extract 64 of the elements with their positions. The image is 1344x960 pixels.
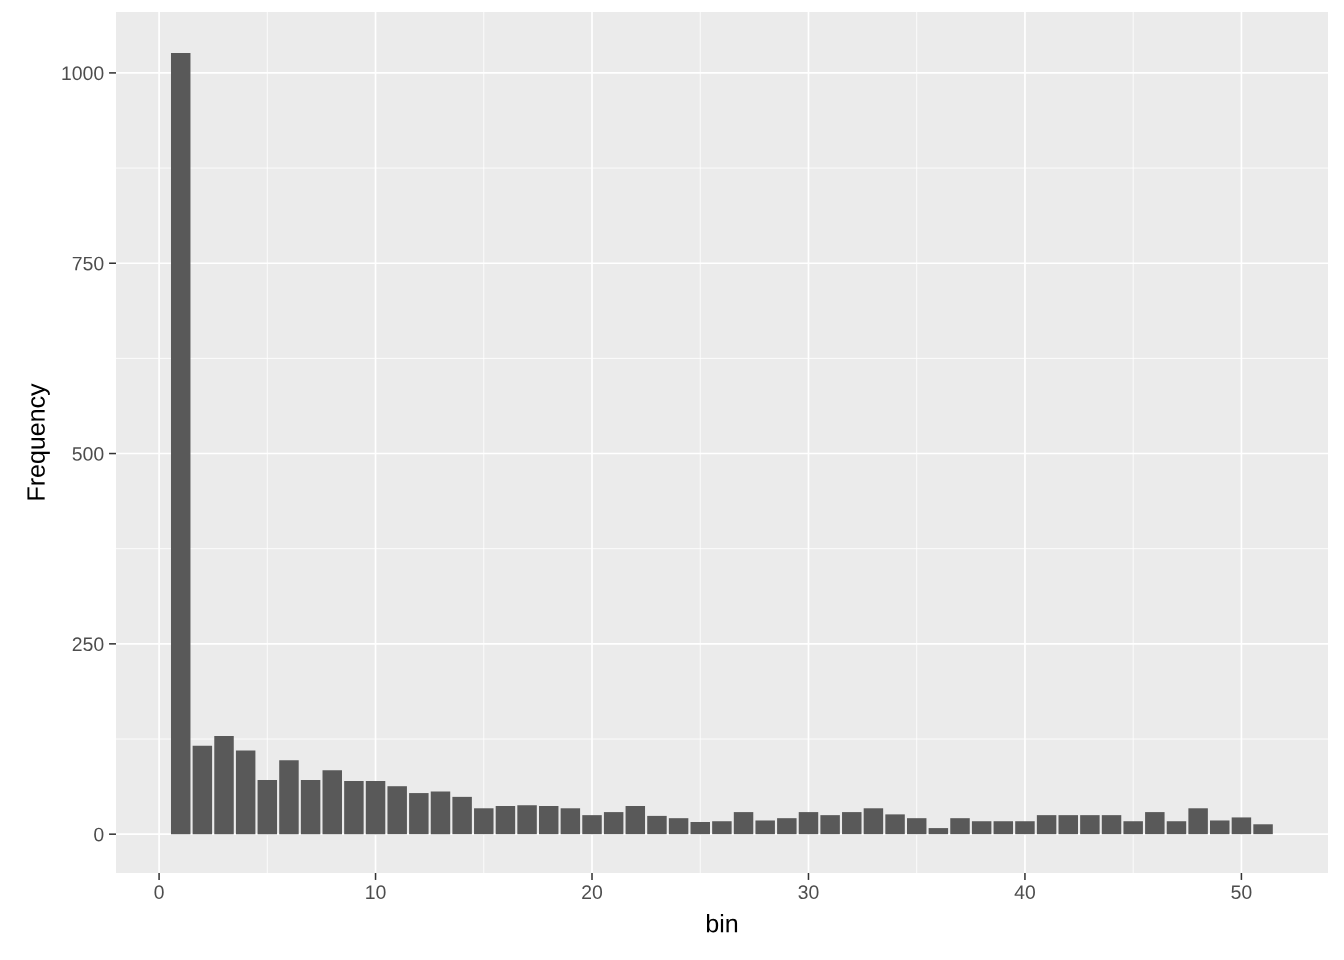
x-tick-label: 30 [798, 885, 819, 900]
bar [863, 808, 884, 835]
bar [495, 806, 516, 835]
y-axis-title: Frequency [27, 383, 50, 500]
bar [625, 806, 646, 835]
bar [820, 815, 840, 835]
bar [603, 812, 624, 835]
bar [647, 815, 667, 835]
bar [928, 828, 949, 835]
bar [170, 53, 191, 835]
bar [993, 821, 1014, 835]
bar [560, 808, 581, 835]
y-tick-label: 250 [72, 637, 104, 652]
bar [517, 805, 537, 835]
x-tick-label: 50 [1231, 885, 1252, 900]
bar [733, 812, 754, 835]
bar [690, 821, 710, 835]
bar [279, 760, 299, 835]
bar [1188, 808, 1208, 835]
bar [1231, 817, 1252, 835]
x-tick-label: 10 [366, 885, 386, 900]
y-tick-label: 500 [72, 447, 104, 461]
bar [1058, 815, 1078, 835]
x-tick-label: 20 [582, 885, 603, 900]
y-tick-label: 750 [72, 256, 104, 271]
bar [365, 780, 386, 835]
bar [906, 818, 927, 835]
bar [452, 796, 472, 835]
bar [474, 808, 494, 835]
bar [430, 791, 451, 835]
x-axis-title: bin [706, 914, 738, 933]
bar [214, 735, 234, 835]
bar [668, 818, 689, 835]
bar [387, 786, 407, 835]
bar [777, 818, 797, 835]
bar [1036, 815, 1057, 835]
bar [1166, 821, 1187, 835]
bar [755, 820, 775, 835]
bar [300, 780, 321, 835]
bar [257, 780, 278, 835]
y-tick-label: 0 [94, 827, 104, 842]
bar [885, 814, 905, 835]
bar [235, 750, 256, 835]
x-tick-label: 0 [154, 885, 164, 900]
bar [842, 812, 862, 835]
bar [1210, 820, 1230, 835]
x-tick-label: 40 [1014, 885, 1035, 900]
bar [712, 821, 732, 835]
y-tick-label: 1000 [62, 66, 104, 81]
bar [971, 821, 992, 835]
bar [1080, 815, 1100, 835]
bar [1123, 821, 1143, 835]
bar [1101, 815, 1122, 835]
bar [582, 815, 602, 835]
bar [322, 770, 342, 835]
bar [798, 812, 819, 835]
bar [192, 745, 213, 835]
bar [1145, 812, 1165, 835]
bar [409, 793, 429, 835]
bar [344, 780, 364, 835]
bar [950, 818, 970, 835]
bar [1253, 824, 1273, 835]
bar [538, 806, 559, 835]
bar [1015, 821, 1035, 835]
